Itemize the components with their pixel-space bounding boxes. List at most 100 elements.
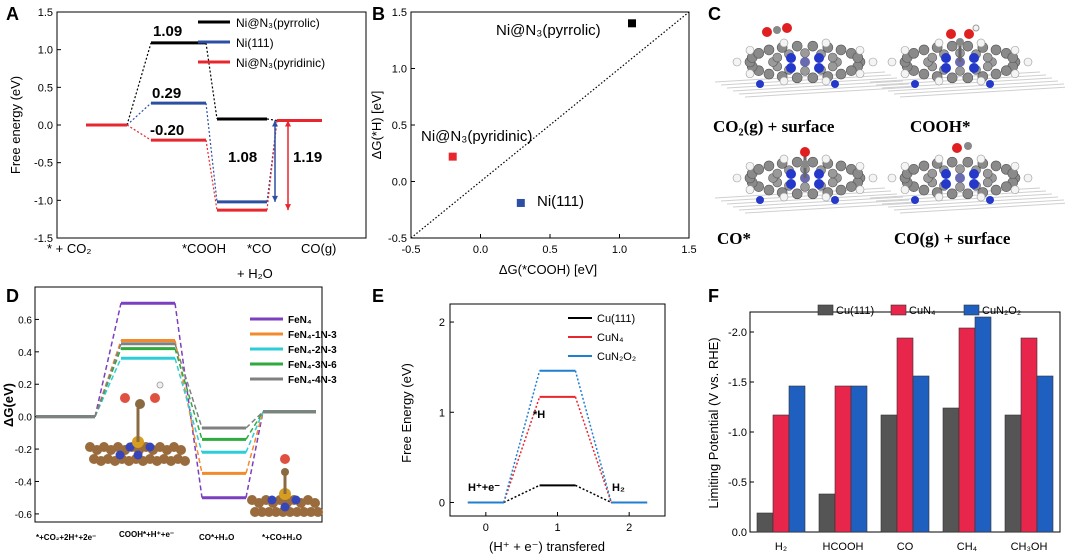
carbon-atom — [257, 507, 267, 517]
hydrogen-atom — [779, 76, 789, 86]
legend-label: Cu(111) — [597, 313, 635, 325]
oxygen-atom — [150, 393, 160, 403]
molecule-co-gas — [869, 142, 1065, 214]
hydrogen-atom — [855, 69, 865, 79]
substrate-line — [732, 80, 904, 92]
data-point — [628, 19, 637, 28]
carbon-atom — [835, 160, 847, 172]
label-pyridinic: -0.20 — [150, 122, 184, 139]
panel-b: -0.5 0.0 0.5 1.0 1.5 1.5 1.0 0.5 0.0 -0.5 ΔG(*COOH… — [369, 7, 697, 277]
carbon-atom — [264, 507, 274, 517]
hydrogen-atom — [976, 154, 986, 164]
hydrogen-atom — [887, 173, 897, 183]
nitrogen-atom — [911, 80, 919, 88]
label-ni111: 0.29 — [152, 85, 181, 102]
carbon-atom — [180, 456, 190, 466]
hydrogen-atom — [976, 192, 986, 202]
panel-letter-E: E — [372, 286, 384, 306]
nitrogen-atom — [125, 442, 135, 452]
hydrogen-atom — [1010, 161, 1020, 171]
connector — [174, 303, 203, 498]
carbon-atom — [1000, 65, 1012, 76]
nitrogen-atom — [969, 179, 979, 189]
carbon-atom — [306, 507, 316, 517]
carbon-atom — [982, 52, 993, 63]
carbon-atom — [753, 164, 765, 175]
legend-swatch — [963, 304, 980, 316]
nitrogen-atom — [115, 450, 125, 460]
carbon-atom — [791, 188, 803, 200]
bar — [756, 512, 774, 533]
molecule-caption: CO(g) + surface — [894, 229, 1011, 248]
legend-label: Ni@N₃(pyrrolic) — [236, 16, 320, 30]
carbon-atom — [135, 399, 145, 409]
connector — [174, 358, 203, 453]
x-label: COOH*+H⁺+e⁻ — [119, 530, 174, 539]
connector — [94, 303, 122, 417]
hydrogen-atom — [972, 24, 980, 32]
hydrogen-atom — [156, 381, 164, 389]
hydrogen-atom — [779, 192, 789, 202]
carbon-atom — [791, 156, 803, 168]
substrate-line — [738, 199, 910, 211]
point-label: Ni(111) — [537, 193, 584, 210]
carbon-atom — [800, 182, 810, 192]
y-tick-label: -0.5 — [34, 158, 53, 170]
y-tick-label: 0.0 — [38, 120, 53, 132]
nitrogen-atom — [831, 80, 839, 88]
carbon-atom — [299, 507, 309, 517]
bar — [850, 385, 868, 533]
panel-d-frame — [34, 286, 323, 523]
carbon-atom — [962, 156, 974, 168]
substrate-line — [744, 202, 916, 214]
carbon-atom — [946, 72, 958, 84]
connector — [245, 411, 264, 453]
diff-ni111: 1.08 — [228, 149, 257, 166]
hydrogen-atom — [900, 45, 910, 55]
nitrogen-atom — [941, 53, 951, 63]
connector — [574, 370, 612, 503]
carbon-atom — [927, 168, 938, 179]
carbon-atom — [271, 507, 281, 517]
legend-label: Cu(111) — [836, 305, 874, 317]
fe-co-molecule — [247, 454, 323, 517]
hydrogen-atom — [745, 185, 755, 195]
nitrogen-atom — [986, 196, 994, 204]
category-label: CH₃OH — [1011, 541, 1048, 553]
nitrogen-atom — [267, 495, 277, 505]
hydrogen-atom — [887, 57, 897, 67]
arrow-pyridinic-head-bottom — [285, 204, 291, 211]
carbon-atom — [763, 68, 775, 80]
substrate-line — [893, 83, 1065, 95]
connector — [126, 102, 152, 126]
connector — [266, 120, 278, 211]
carbon-atom — [927, 52, 938, 63]
carbon-atom — [982, 177, 993, 188]
arrow-ni111-head-bottom — [272, 195, 278, 202]
y-tick-label: -1.5 — [728, 377, 747, 389]
substrate-line — [899, 86, 1065, 98]
connector — [245, 411, 264, 498]
nitrogen-atom — [941, 63, 951, 73]
legend-label: CuN₄ — [597, 332, 624, 344]
x-label: *+CO+H₂O — [262, 533, 302, 542]
y-tick-label: -0.4 — [15, 477, 33, 488]
connector — [94, 343, 122, 417]
bar — [1020, 337, 1038, 533]
data-point — [516, 198, 525, 207]
diff-pyridinic: 1.19 — [293, 149, 322, 166]
connector — [245, 411, 264, 440]
category-label: CH₄ — [957, 541, 978, 553]
carbon-atom — [918, 44, 930, 56]
nitrogen-atom — [969, 53, 979, 63]
y-axis-label: ΔG(eV) — [1, 383, 16, 427]
hydrogen-atom — [732, 173, 742, 183]
category-label: HCOOH — [823, 541, 864, 553]
hydrogen-atom — [976, 76, 986, 86]
data-point — [448, 152, 457, 161]
substrate-line — [887, 196, 1059, 208]
connector — [245, 411, 264, 429]
nitrogen-atom — [786, 169, 796, 179]
hydrogen-atom — [1010, 69, 1020, 79]
